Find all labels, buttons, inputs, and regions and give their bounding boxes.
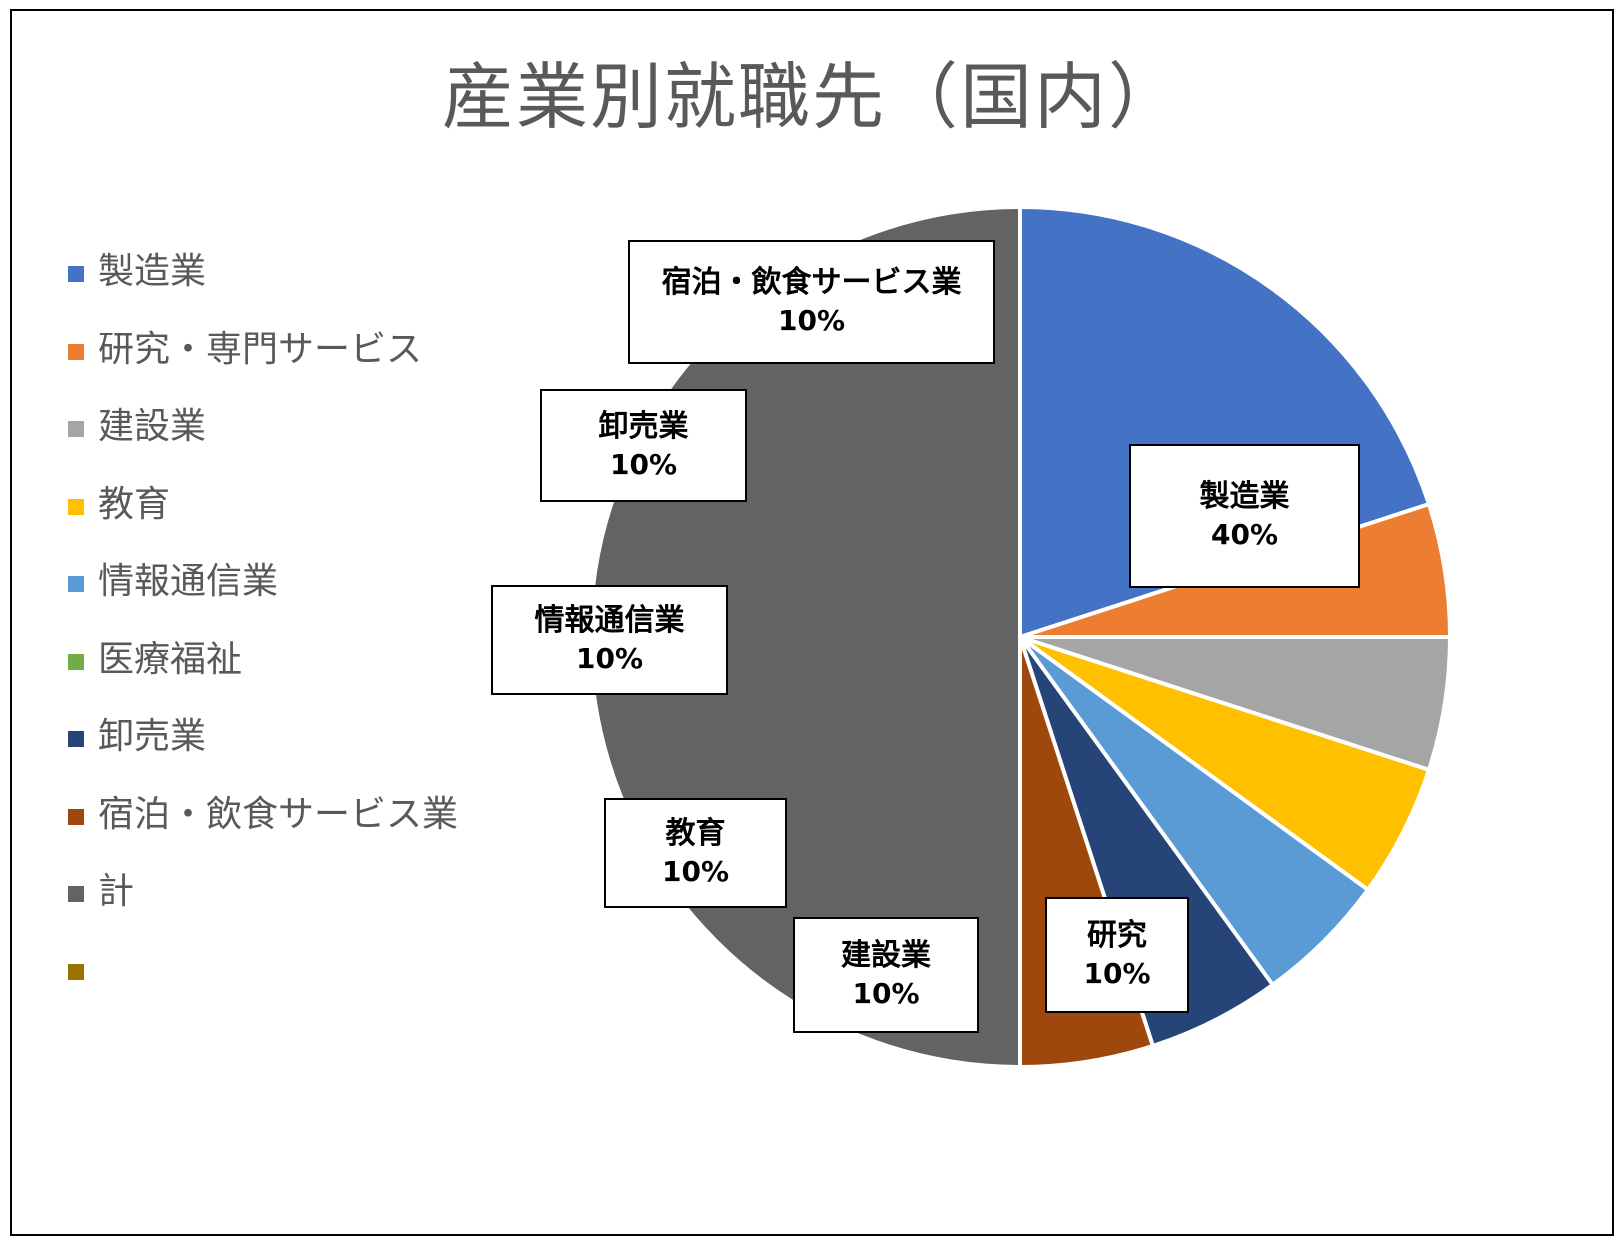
legend-swatch	[68, 421, 84, 437]
legend-label: 宿泊・飲食サービス業	[98, 793, 459, 835]
legend-swatch	[68, 343, 84, 360]
legend-label: 研究・専門サービス	[98, 328, 423, 370]
legend-swatch	[68, 576, 84, 592]
data-label-percent: 10%	[609, 447, 678, 481]
data-label: 情報通信業 10%	[491, 585, 728, 695]
legend-swatch	[68, 886, 84, 902]
legend-swatch	[68, 963, 84, 980]
legend-label: 教育	[98, 483, 171, 525]
legend-swatch	[68, 808, 84, 825]
data-label-percent: 10%	[575, 642, 644, 675]
data-label-category: 宿泊・飲食サービス業	[661, 265, 962, 300]
data-label-category: 製造業	[1199, 479, 1290, 514]
legend-swatch	[68, 731, 84, 747]
data-label-category: 卸売業	[598, 408, 689, 444]
data-label: 研究 10%	[1045, 897, 1189, 1013]
chart-title: 産業別就職先（国内）	[441, 55, 1182, 139]
legend-label: 建設業	[98, 406, 207, 447]
legend-swatch	[68, 653, 84, 670]
legend-label: 製造業	[98, 251, 207, 292]
legend-label: 医療福祉	[98, 638, 243, 680]
data-label-percent: 10%	[1083, 957, 1151, 990]
data-label: 卸売業 10%	[540, 389, 747, 502]
data-label: 宿泊・飲食サービス業 10%	[628, 240, 995, 364]
data-label: 製造業 40%	[1129, 444, 1360, 588]
data-label-category: 教育	[665, 816, 726, 851]
legend-swatch	[68, 498, 84, 515]
data-label-category: 情報通信業	[534, 603, 685, 638]
data-label-percent: 10%	[852, 977, 920, 1010]
legend-swatch	[68, 266, 84, 282]
data-label: 教育 10%	[604, 798, 787, 908]
data-label-category: 建設業	[841, 938, 931, 973]
data-label: 建設業 10%	[793, 917, 979, 1033]
data-label-category: 研究	[1087, 918, 1147, 953]
legend-label: 計	[98, 871, 135, 912]
data-label-percent: 10%	[661, 855, 730, 888]
data-label-percent: 10%	[777, 304, 846, 337]
legend-label: 卸売業	[98, 716, 207, 757]
data-label-percent: 40%	[1210, 518, 1279, 551]
legend-label: 情報通信業	[98, 561, 279, 602]
